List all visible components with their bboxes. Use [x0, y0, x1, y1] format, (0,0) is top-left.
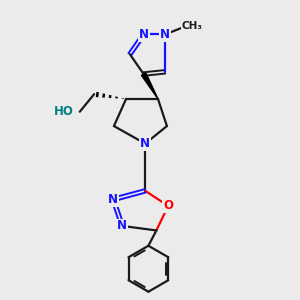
Text: N: N — [108, 193, 118, 206]
Text: CH₃: CH₃ — [182, 21, 203, 31]
Text: O: O — [163, 200, 173, 212]
Text: HO: HO — [54, 105, 74, 118]
Text: N: N — [139, 28, 148, 41]
Text: N: N — [160, 28, 170, 41]
Polygon shape — [141, 73, 158, 99]
Text: N: N — [140, 137, 150, 150]
Text: N: N — [117, 220, 127, 232]
